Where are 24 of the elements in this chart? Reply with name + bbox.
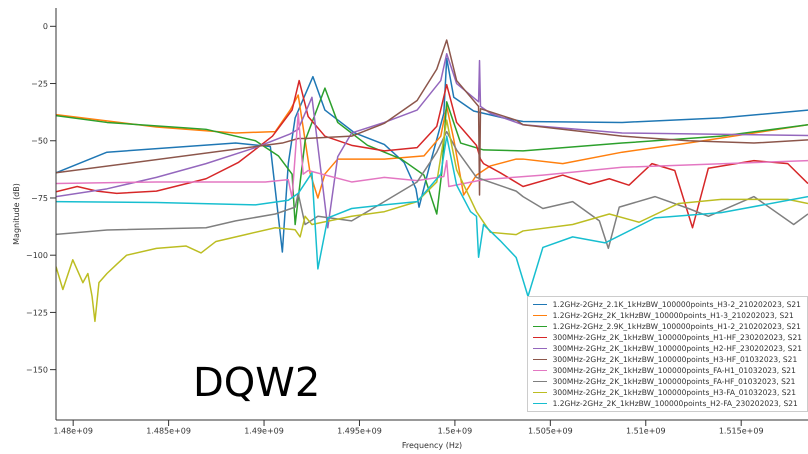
x-tick-label: 1.51e+09: [626, 426, 666, 436]
y-tick-label: −50: [31, 136, 48, 146]
y-tick-label: −75: [31, 194, 48, 203]
y-axis-title: Magnitude (dB): [12, 183, 21, 245]
line-series: [56, 112, 808, 199]
y-tick-label: 0: [42, 22, 48, 32]
annotation: DQW2: [193, 360, 320, 406]
x-axis-title: Frequency (Hz): [402, 441, 462, 450]
x-tick-label: 1.505e+09: [528, 426, 573, 436]
line-series: [56, 94, 808, 199]
x-tick-label: 1.49e+09: [244, 426, 284, 436]
y-tick-label: −25: [31, 79, 48, 88]
y-tick-label: −125: [26, 308, 48, 318]
y-tick-label: −150: [26, 365, 48, 374]
line-series: [56, 39, 808, 196]
x-tick-label: 1.485e+09: [146, 426, 191, 436]
line-series: [56, 135, 808, 298]
y-tick-label: −100: [26, 251, 48, 260]
line-series: [56, 119, 808, 322]
line-series: [56, 130, 808, 250]
x-tick-label: 1.48e+09: [53, 426, 93, 436]
x-tick-label: 1.5e+09: [438, 426, 472, 436]
x-tick-label: 1.515e+09: [718, 426, 764, 436]
x-tick-label: 1.495e+09: [337, 426, 382, 436]
